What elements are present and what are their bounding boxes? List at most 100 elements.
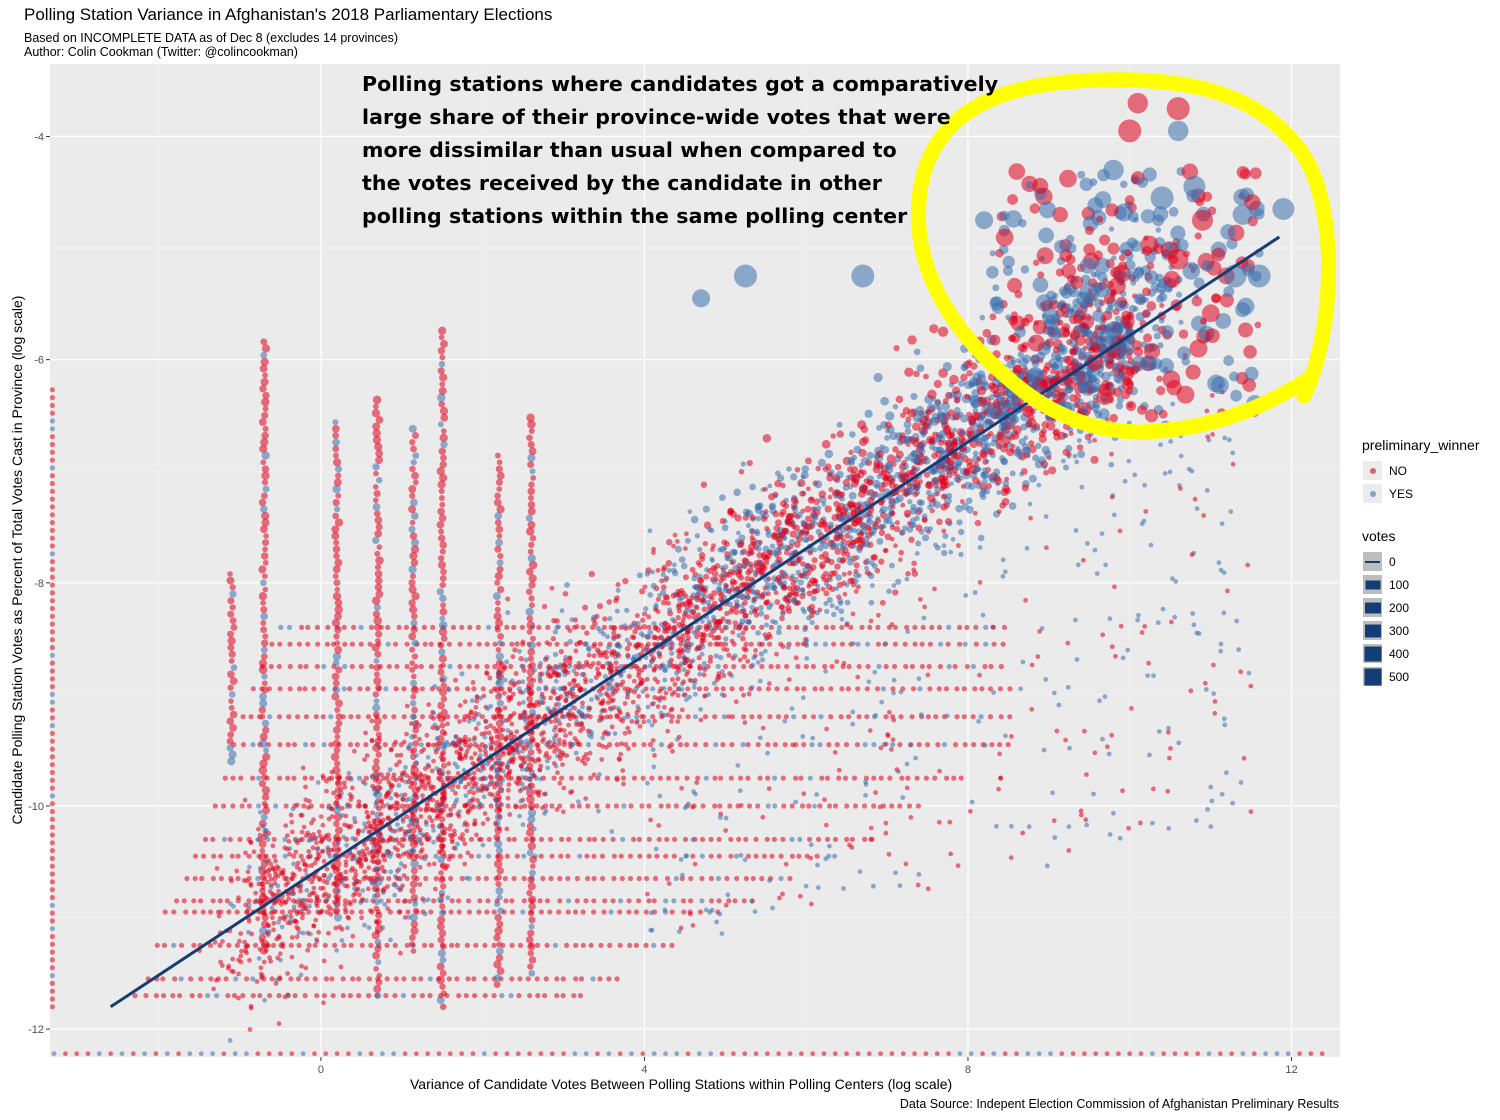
cloud-point bbox=[246, 902, 252, 908]
band-point bbox=[287, 641, 293, 647]
cloud-point bbox=[555, 770, 560, 776]
cloud-point bbox=[634, 613, 640, 619]
band-point bbox=[971, 742, 977, 748]
column-point bbox=[494, 901, 501, 908]
band-point bbox=[769, 853, 775, 859]
column-point bbox=[439, 381, 446, 388]
column-point bbox=[333, 478, 342, 487]
band-point bbox=[772, 775, 778, 781]
cloud-point bbox=[702, 589, 708, 594]
cloud-point bbox=[888, 562, 895, 569]
band-point bbox=[449, 942, 455, 949]
cloud-point bbox=[1035, 442, 1042, 450]
column-point bbox=[526, 822, 535, 830]
band-point bbox=[296, 641, 302, 647]
cloud-point bbox=[554, 665, 560, 671]
column-point bbox=[226, 576, 235, 585]
cloud-point bbox=[274, 936, 280, 942]
cloud-point bbox=[636, 572, 643, 579]
band-point bbox=[301, 803, 307, 809]
band-point bbox=[177, 993, 183, 999]
cloud-point bbox=[746, 459, 753, 467]
band-point bbox=[972, 686, 978, 692]
cloud-point bbox=[691, 575, 698, 582]
band-point bbox=[347, 993, 353, 999]
column-point bbox=[412, 432, 419, 439]
band-point bbox=[428, 942, 434, 949]
column-point bbox=[411, 592, 420, 601]
cloud-point bbox=[1143, 333, 1153, 343]
band-point bbox=[764, 836, 770, 843]
band-point bbox=[255, 875, 261, 882]
column-point bbox=[440, 762, 448, 769]
band-point bbox=[559, 836, 565, 843]
cloud-point bbox=[300, 765, 306, 771]
column-point bbox=[438, 514, 447, 522]
band-point bbox=[644, 875, 650, 882]
band-point bbox=[708, 853, 714, 859]
band-point bbox=[618, 853, 624, 859]
band-point bbox=[511, 836, 517, 843]
column-point bbox=[527, 909, 535, 917]
band-point bbox=[964, 663, 971, 670]
cloud-point bbox=[305, 947, 311, 953]
cloud-point bbox=[762, 433, 772, 443]
column-point bbox=[526, 889, 533, 897]
edge-point bbox=[49, 543, 56, 549]
band-point bbox=[627, 875, 634, 882]
column-point bbox=[372, 484, 379, 490]
edge-point bbox=[49, 918, 56, 924]
column-point bbox=[374, 650, 382, 658]
band-point bbox=[759, 875, 765, 882]
cloud-point bbox=[503, 737, 509, 742]
band-point bbox=[246, 803, 252, 809]
band-point bbox=[288, 942, 294, 949]
column-point bbox=[262, 586, 269, 593]
cloud-point bbox=[371, 818, 377, 823]
cloud-point bbox=[679, 687, 685, 692]
band-point bbox=[342, 663, 348, 670]
column-point bbox=[333, 820, 340, 828]
cloud-point bbox=[1156, 294, 1165, 304]
column-point bbox=[439, 354, 446, 361]
band-point bbox=[198, 976, 204, 982]
band-point bbox=[521, 898, 527, 904]
edge-point bbox=[49, 613, 56, 619]
cloud-point bbox=[836, 581, 844, 589]
column-point bbox=[262, 573, 268, 579]
column-point bbox=[410, 867, 418, 875]
band-point bbox=[665, 803, 671, 809]
column-point bbox=[409, 880, 418, 888]
cloud-point bbox=[662, 677, 668, 683]
floor-point bbox=[549, 1051, 555, 1057]
band-point bbox=[765, 775, 771, 781]
cloud-point bbox=[496, 679, 501, 685]
edge-point bbox=[49, 785, 56, 791]
band-point bbox=[708, 898, 715, 904]
band-point bbox=[643, 942, 649, 949]
cloud-point bbox=[702, 505, 710, 513]
cloud-point bbox=[737, 657, 743, 663]
cloud-point bbox=[553, 678, 559, 684]
band-point bbox=[936, 624, 943, 631]
cloud-point bbox=[378, 798, 384, 803]
band-point bbox=[295, 714, 301, 720]
cloud-point bbox=[526, 703, 532, 709]
cloud-point bbox=[556, 696, 561, 702]
band-point bbox=[240, 714, 246, 720]
column-point bbox=[261, 511, 270, 521]
column-point bbox=[228, 691, 236, 698]
column-point bbox=[527, 942, 536, 951]
column-point bbox=[332, 438, 340, 447]
column-point bbox=[373, 490, 381, 498]
floor-point bbox=[753, 1051, 759, 1057]
cloud-point bbox=[902, 525, 908, 531]
edge-point bbox=[49, 387, 56, 393]
band-point bbox=[669, 942, 675, 949]
cloud-point bbox=[599, 757, 605, 762]
cloud-point bbox=[1048, 466, 1057, 475]
cloud-point bbox=[281, 914, 287, 920]
band-point bbox=[991, 641, 997, 647]
column-point bbox=[409, 519, 416, 526]
column-point bbox=[258, 592, 268, 601]
